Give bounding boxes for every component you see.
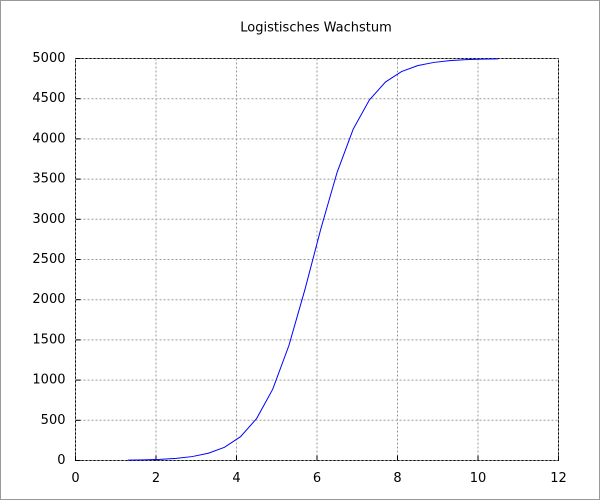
y-tick-label: 1000: [32, 373, 65, 388]
y-tick-label: 2500: [32, 252, 65, 267]
y-tick-label: 3500: [32, 172, 65, 187]
x-tick-label: 12: [550, 471, 567, 486]
x-tick-label: 0: [71, 471, 79, 486]
y-tick-label: 0: [57, 453, 65, 468]
y-tick-label: 2000: [32, 292, 65, 307]
y-tick-label: 1500: [32, 332, 65, 347]
y-tick-label: 3000: [32, 212, 65, 227]
x-tick-label: 10: [470, 471, 487, 486]
x-tick-label: 8: [393, 471, 401, 486]
y-tick-label: 4500: [32, 91, 65, 106]
x-tick-label: 4: [232, 471, 240, 486]
chart-title: Logistisches Wachstum: [240, 21, 392, 36]
x-tick-label: 6: [313, 471, 321, 486]
y-tick-label: 5000: [32, 51, 65, 66]
y-tick-label: 4000: [32, 131, 65, 146]
x-tick-label: 2: [152, 471, 160, 486]
data-line: [127, 58, 499, 461]
y-tick-label: 500: [41, 413, 66, 428]
